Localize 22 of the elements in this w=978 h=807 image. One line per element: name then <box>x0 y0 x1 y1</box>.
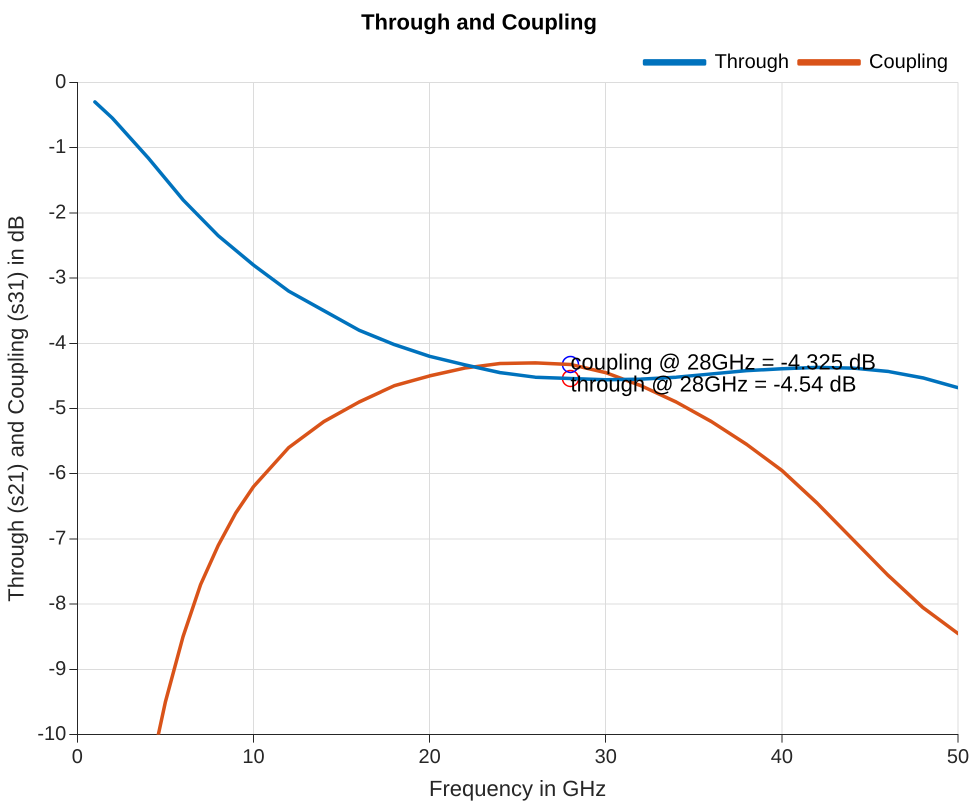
x-tick-label: 40 <box>770 746 793 768</box>
y-tick-label: -2 <box>48 201 66 224</box>
y-tick-label: -9 <box>48 658 66 680</box>
y-tick-label: -8 <box>48 592 66 615</box>
y-tick-label: -1 <box>48 136 66 158</box>
y-tick-label: -7 <box>48 527 66 550</box>
y-tick-label: -10 <box>37 723 66 746</box>
x-tick-label: 30 <box>594 746 617 768</box>
x-tick-label: 10 <box>242 746 265 768</box>
y-tick-label: -4 <box>48 332 66 354</box>
y-tick-label: 0 <box>55 70 66 93</box>
legend-label: Through <box>714 50 790 73</box>
x-tick-label: 20 <box>418 746 441 768</box>
y-tick-label: -5 <box>48 397 66 420</box>
y-axis-title: Through (s21) and Coupling (s31) in dB <box>3 215 28 602</box>
x-tick-label: 0 <box>72 746 83 768</box>
legend-label: Coupling <box>869 50 948 73</box>
y-tick-label: -6 <box>48 462 66 484</box>
x-axis-title: Frequency in GHz <box>429 776 606 801</box>
x-tick-label: 50 <box>946 746 970 768</box>
y-tick-label: -3 <box>48 266 66 289</box>
chart-title: Through and Coupling <box>361 9 597 34</box>
